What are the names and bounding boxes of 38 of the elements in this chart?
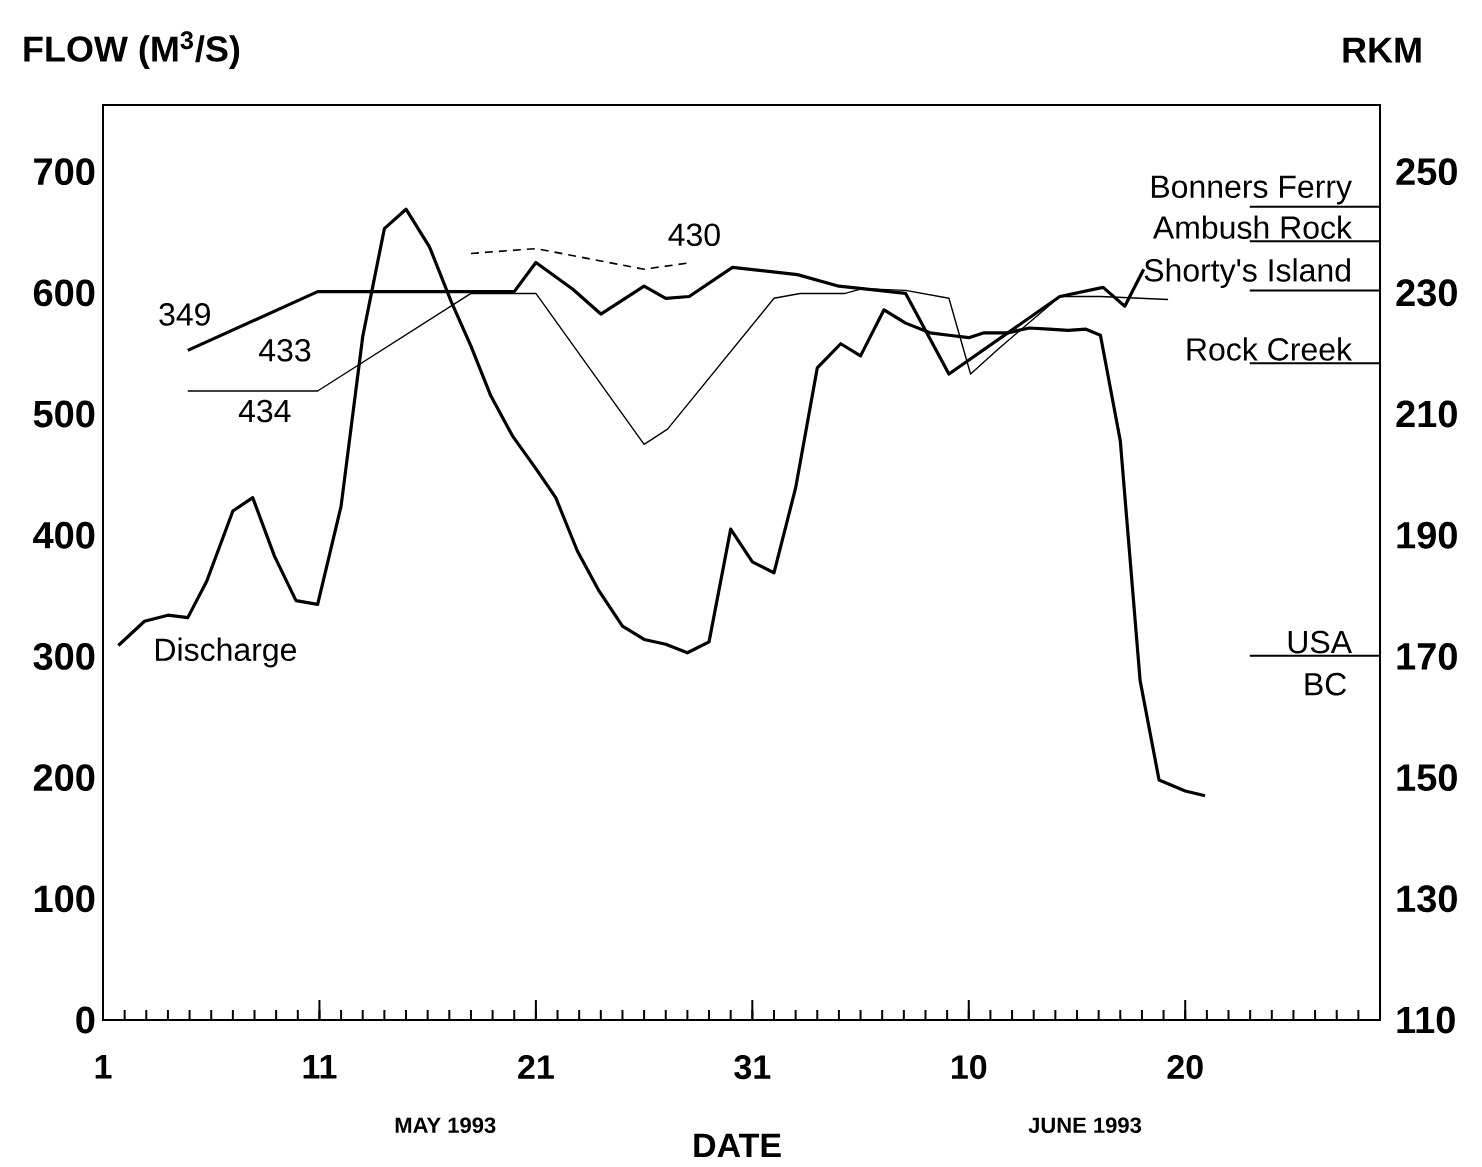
ref-line-label: Shorty's Island [1144,258,1350,289]
ref-line-label: Bonners Ferry [1151,175,1352,205]
y-tick-label: 600 [33,279,95,307]
y2-tick-label: 190 [1397,521,1457,549]
y-tick-label: 400 [33,521,95,549]
x-tick-label: 20 [1167,1055,1203,1080]
x-tick-label: 21 [518,1055,554,1079]
y-tick-label: 200 [33,764,95,792]
y2-axis-title: RKM [1343,37,1421,63]
series-label: 434 [238,399,291,423]
y-tick-label: 100 [34,885,95,913]
y2-tick-label: 110 [1397,1006,1455,1034]
ref-line-label: Rock Creek [1187,337,1353,361]
y2-tick-label: 250 [1396,158,1457,186]
y2-tick-label: 130 [1397,885,1457,913]
y-tick-label: 300 [33,642,95,670]
x-tick-label: 11 [303,1055,337,1079]
y-tick-label: 500 [33,400,95,428]
series-label: Discharge [156,637,297,668]
x-tick-label: 10 [952,1055,987,1080]
y-axis-title: FLOW (M$^{3}$/S) [24,31,240,69]
x-tick-label: 1 [95,1055,112,1079]
annotation: 433 [259,338,311,362]
series-label: 430 [668,223,720,247]
y-tick-label: 0 [76,1006,95,1034]
y-tick-label: 700 [34,158,95,186]
ref-line-label: Ambush Rock [1152,215,1353,239]
ref-line-label: USA [1288,630,1352,654]
text: JUNE 1993 [1028,1117,1142,1134]
x-axis-title: DATE [694,1133,781,1158]
text: MAY 1993 [395,1117,496,1134]
y2-tick-label: 150 [1397,764,1457,792]
y2-tick-label: 170 [1397,642,1457,670]
y2-tick-label: 230 [1396,279,1457,307]
annotation: BC [1305,672,1347,696]
x-tick-label: 31 [734,1055,771,1080]
series-label: 349 [159,303,210,326]
y2-tick-label: 210 [1396,400,1457,428]
